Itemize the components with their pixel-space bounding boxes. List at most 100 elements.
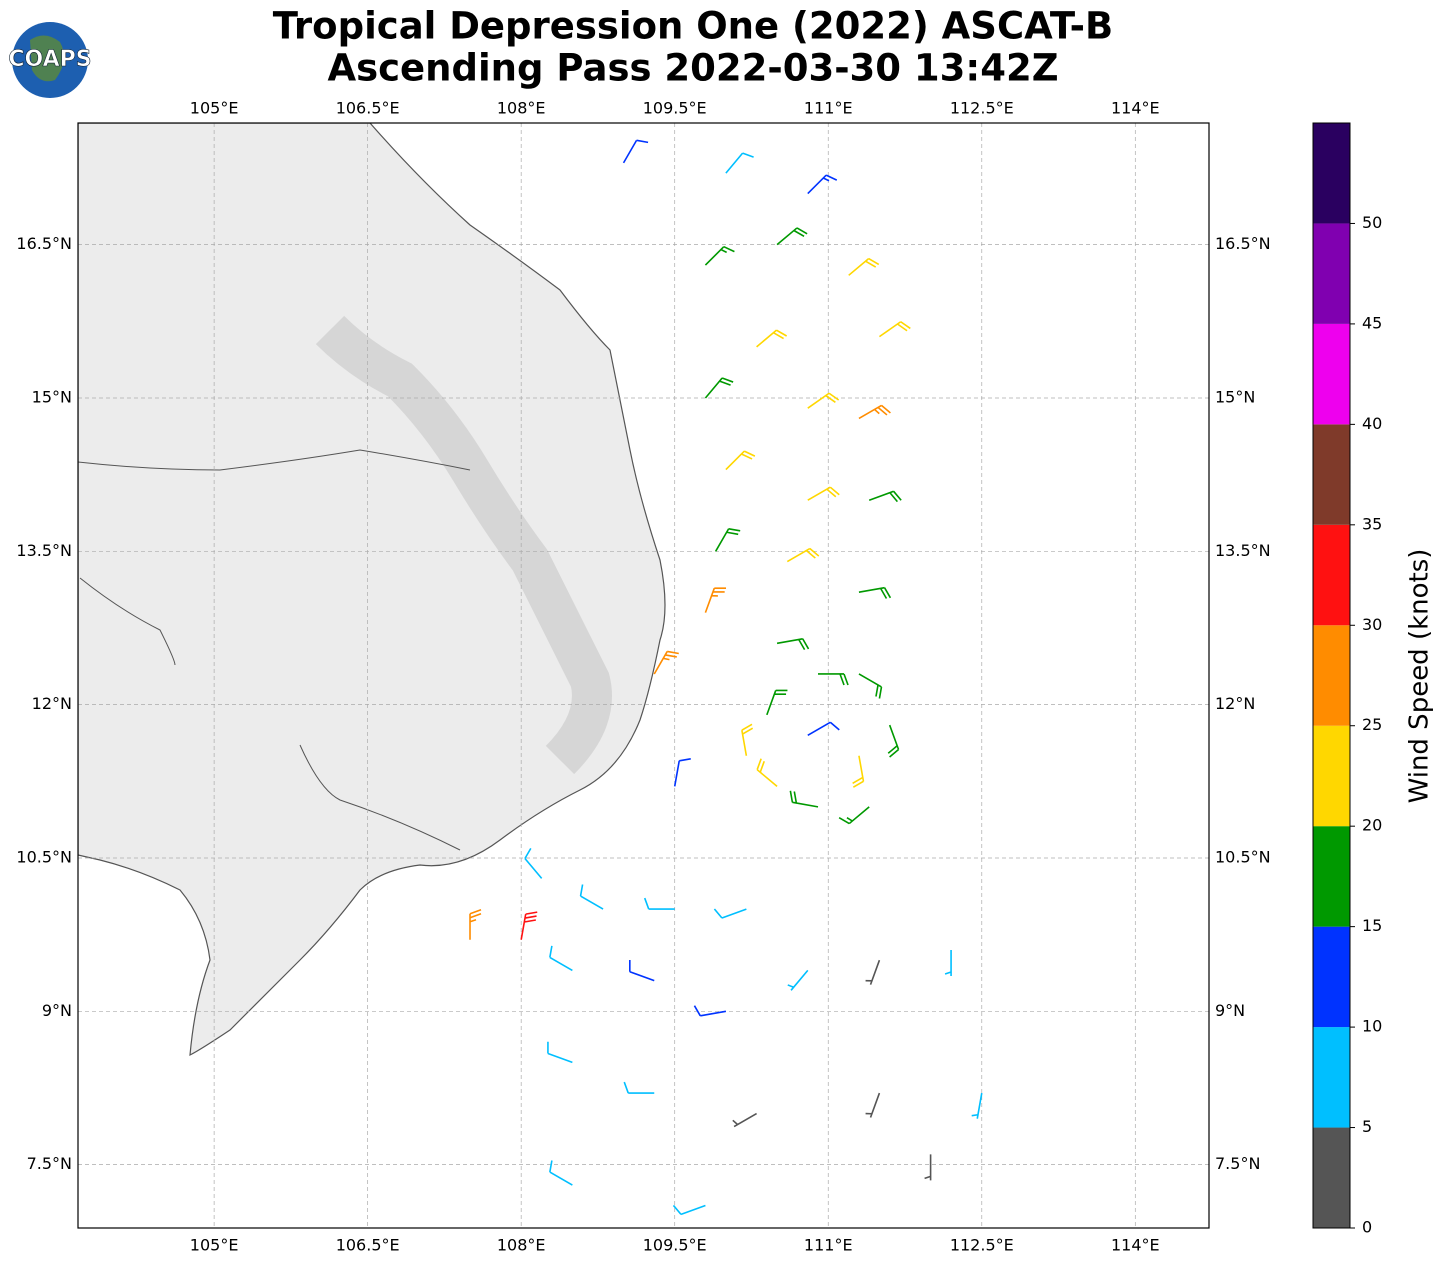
x-tick-label: 106.5°E [336, 99, 400, 118]
wind-barb [469, 908, 482, 940]
wind-barb [520, 911, 538, 940]
wind-barb [623, 1081, 655, 1094]
colorbar-segment [1313, 524, 1350, 626]
wind-barb [838, 806, 870, 825]
wind-barb [865, 1092, 881, 1118]
wind-barb [547, 1041, 573, 1064]
x-tick-label: 109.5°E [643, 1236, 707, 1255]
y-tick-label: 12°N [1215, 694, 1255, 713]
wind-barb [776, 227, 808, 246]
wind-barb [944, 949, 952, 976]
logo: COAPS [8, 22, 92, 98]
wind-barb [807, 174, 838, 195]
colorbar: 0 5 10 15 20 25 30 35 40 45 50 [1312, 122, 1382, 1237]
wind-barb [756, 329, 788, 348]
colorbar-tick-label: 40 [1362, 414, 1382, 433]
wind-barb [858, 673, 883, 699]
y-tick-label: 12°N [32, 694, 72, 713]
colorbar-tick-label: 35 [1362, 514, 1382, 533]
colorbar-tick-label: 25 [1362, 715, 1382, 734]
wind-barb [858, 404, 891, 420]
wind-barb [672, 1204, 706, 1216]
wind-barb [741, 723, 754, 756]
wind-barb [766, 689, 788, 716]
map-area [78, 123, 1209, 1228]
y-tick-label: 9°N [42, 1001, 72, 1020]
wind-barb [807, 721, 840, 736]
colorbar-segment [1313, 424, 1350, 525]
wind-barb [629, 960, 655, 982]
wind-barbs [469, 139, 983, 1216]
wind-barb [858, 586, 892, 599]
y-tick-label: 7.5°N [27, 1154, 72, 1173]
graticule [78, 123, 1209, 1228]
wind-barb [818, 673, 849, 686]
colorbar-tick-label: 5 [1362, 1117, 1372, 1136]
colorbar-segment [1313, 625, 1350, 726]
wind-barb [807, 392, 840, 409]
y-tick-label: 10.5°N [16, 847, 72, 866]
colorbar-tick-label: 10 [1362, 1017, 1382, 1036]
wind-barb [524, 847, 543, 879]
logo-text: COAPS [8, 47, 91, 72]
x-tick-label: 111°E [804, 1236, 853, 1255]
terrain [315, 315, 612, 775]
wind-barb [622, 139, 649, 164]
wind-barb [865, 959, 881, 985]
colorbar-tick-label: 20 [1362, 816, 1382, 835]
x-tick-label: 106.5°E [336, 1236, 400, 1255]
x-tick-label: 105°E [190, 99, 239, 118]
wind-barb [786, 547, 820, 563]
y-tick-label: 7.5°N [1215, 1154, 1260, 1173]
y-tick-label: 16.5°N [16, 234, 72, 253]
wind-barb [673, 757, 691, 787]
wind-barb [732, 1112, 757, 1128]
wind-barb [643, 897, 675, 910]
x-tick-label: 111°E [804, 99, 853, 118]
y-tick-label: 10.5°N [1215, 847, 1271, 866]
wind-barb [776, 637, 810, 651]
colorbar-frame [1312, 122, 1351, 1229]
wind-barb [878, 321, 911, 338]
wind-barb [787, 969, 809, 991]
wind-barb [807, 486, 840, 501]
wind-barb [714, 527, 741, 552]
axis-ticks: 105°E 105°E 106.5°E 106.5°E 108°E 108°E 109.5°… [16, 99, 1270, 1255]
wind-barb [971, 1092, 983, 1119]
colorbar-segment [1313, 826, 1350, 927]
x-tick-label: 114°E [1111, 1236, 1160, 1255]
colorbar-tick-label: 45 [1362, 313, 1382, 332]
wind-barb [924, 1154, 932, 1181]
colorbar-label: Wind Speed (knots) [1405, 549, 1435, 804]
wind-barb [725, 152, 754, 174]
title-line: Tropical Depression One (2022) ASCAT-B [273, 5, 1114, 48]
y-tick-label: 15°N [1215, 387, 1255, 406]
colorbar-segment [1313, 223, 1350, 324]
wind-barb [549, 945, 573, 972]
wind-barb [887, 724, 900, 758]
colorbar-segment [1313, 1127, 1350, 1228]
border [78, 449, 471, 851]
colorbar-tick-label: 30 [1362, 615, 1382, 634]
map-frame [77, 122, 1210, 1229]
land [78, 123, 666, 1057]
wind-barb [704, 587, 727, 613]
x-tick-label: 109.5°E [643, 99, 707, 118]
wind-barb [848, 257, 880, 276]
wind-barb [704, 377, 734, 399]
wind-barb [868, 490, 902, 503]
y-tick-label: 15°N [32, 387, 72, 406]
wind-barb [713, 908, 747, 919]
wind-barb [653, 650, 679, 675]
wind-barb [852, 755, 865, 788]
wind-barb [693, 1005, 727, 1017]
colorbar-tick-label: 15 [1362, 916, 1382, 935]
x-tick-label: 105°E [190, 1236, 239, 1255]
wind-barb [756, 758, 778, 788]
colorbar-tick-label: 0 [1362, 1218, 1372, 1237]
colorbar-segment [1313, 1027, 1350, 1128]
colorbar-segment [1313, 323, 1350, 425]
colorbar-tick-label: 50 [1362, 213, 1382, 232]
colorbar-segment [1313, 123, 1350, 224]
